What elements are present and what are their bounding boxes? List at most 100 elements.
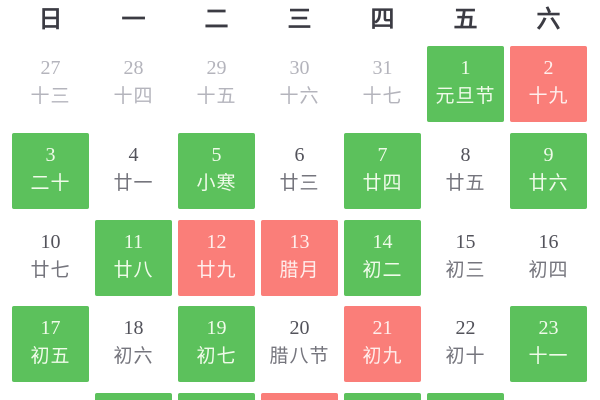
date-number: 9	[543, 143, 554, 166]
day-cell-22[interactable]: 22 初十	[427, 306, 504, 382]
weekday-header-3: 三	[287, 7, 312, 33]
day-cell-5[interactable]: 5 小寒	[178, 132, 255, 209]
day-cell-13[interactable]: 13 腊月	[261, 219, 338, 296]
day-cell-19[interactable]: 19 初七	[178, 306, 255, 383]
date-number: 23	[538, 317, 559, 340]
day-cell-w4d4[interactable]	[344, 393, 421, 400]
date-number: 21	[372, 317, 393, 340]
lunar-label: 初二	[362, 259, 403, 281]
day-cell-29[interactable]: 29 十五	[178, 46, 255, 122]
lunar-label: 初三	[445, 259, 486, 281]
lunar-label: 廿三	[279, 172, 320, 194]
day-cell-w4d5[interactable]	[427, 393, 504, 400]
weekday-header-row: 日一二三四五六	[12, 1, 593, 39]
date-number: 5	[211, 143, 222, 166]
lunar-label: 廿八	[113, 259, 154, 281]
day-cell-18[interactable]: 18 初六	[95, 306, 172, 382]
date-number: 3	[45, 143, 56, 166]
date-number: 6	[294, 143, 305, 166]
day-cell-16[interactable]: 16 初四	[510, 220, 587, 296]
date-number: 14	[372, 230, 393, 253]
day-cell-4[interactable]: 4 廿一	[95, 133, 172, 209]
lunar-label: 廿四	[362, 172, 403, 194]
date-number: 12	[206, 230, 227, 253]
date-number: 10	[40, 230, 61, 253]
day-cell-w4d2[interactable]	[178, 393, 255, 400]
day-cell-14[interactable]: 14 初二	[344, 219, 421, 296]
weekday-header-5: 五	[453, 7, 478, 33]
date-number: 15	[455, 230, 476, 253]
weekday-header-1: 一	[121, 7, 146, 33]
lunar-label: 十六	[279, 86, 320, 107]
lunar-label: 十三	[30, 86, 71, 107]
lunar-label: 廿五	[445, 172, 486, 194]
day-cell-7[interactable]: 7 廿四	[344, 132, 421, 209]
day-cell-10[interactable]: 10 廿七	[12, 220, 89, 296]
weekday-header-2: 二	[204, 7, 229, 33]
lunar-label: 初七	[196, 346, 237, 368]
date-number: 16	[538, 230, 559, 253]
lunar-label: 腊八节	[269, 346, 330, 368]
lunar-label: 十九	[528, 86, 569, 107]
day-cell-w4d6	[510, 393, 587, 400]
lunar-label: 初四	[528, 259, 569, 281]
date-number: 11	[123, 230, 144, 253]
lunar-label: 初五	[30, 346, 71, 368]
date-number: 8	[460, 143, 471, 166]
lunar-label: 初九	[362, 346, 403, 368]
weekday-header-4: 四	[370, 7, 395, 33]
lunar-label: 廿七	[30, 259, 71, 281]
day-cell-12[interactable]: 12 廿九	[178, 219, 255, 296]
lunar-label: 廿九	[196, 259, 237, 281]
day-cell-8[interactable]: 8 廿五	[427, 133, 504, 209]
day-cell-23[interactable]: 23 十一	[510, 306, 587, 383]
lunar-label: 初六	[113, 346, 154, 368]
lunar-label: 腊月	[279, 259, 320, 281]
date-number: 27	[40, 57, 61, 79]
date-number: 30	[289, 57, 310, 79]
date-number: 2	[543, 57, 554, 79]
day-cell-w4d3[interactable]	[261, 393, 338, 400]
day-cell-3[interactable]: 3 二十	[12, 132, 89, 209]
lunar-label: 元旦节	[435, 86, 496, 107]
lunar-label: 廿六	[528, 172, 569, 194]
lunar-label: 廿一	[113, 172, 154, 194]
lunar-label: 十一	[528, 346, 569, 368]
day-cell-31[interactable]: 31 十七	[344, 46, 421, 122]
day-cell-20[interactable]: 20 腊八节	[261, 306, 338, 382]
lunar-label: 十七	[362, 86, 403, 107]
day-cell-2[interactable]: 2 十九	[510, 46, 587, 122]
day-cell-6[interactable]: 6 廿三	[261, 133, 338, 209]
date-number: 13	[289, 230, 310, 253]
lunar-label: 二十	[30, 172, 71, 194]
day-cell-21[interactable]: 21 初九	[344, 306, 421, 383]
date-number: 4	[128, 143, 139, 166]
day-cell-w4d0	[12, 393, 89, 400]
date-number: 17	[40, 317, 61, 340]
date-number: 22	[455, 317, 476, 340]
day-cell-17[interactable]: 17 初五	[12, 306, 89, 383]
lunar-label: 小寒	[196, 172, 237, 194]
date-number: 7	[377, 143, 388, 166]
date-number: 31	[372, 57, 393, 79]
day-cell-9[interactable]: 9 廿六	[510, 132, 587, 209]
date-number: 1	[460, 57, 471, 79]
date-grid: 27 十三 28 十四 29 十五 30 十六 31 十七 1 元旦节 2 十九 3 二十 4 廿一 5 小寒 6 廿三 7…	[12, 46, 587, 400]
weekday-header-0: 日	[38, 7, 63, 33]
date-number: 19	[206, 317, 227, 340]
day-cell-11[interactable]: 11 廿八	[95, 219, 172, 296]
day-cell-15[interactable]: 15 初三	[427, 220, 504, 296]
date-number: 28	[123, 57, 144, 79]
day-cell-1[interactable]: 1 元旦节	[427, 46, 504, 122]
lunar-label: 十五	[196, 86, 237, 107]
day-cell-27[interactable]: 27 十三	[12, 46, 89, 122]
day-cell-w4d1[interactable]	[95, 393, 172, 400]
weekday-header-6: 六	[536, 7, 561, 33]
lunar-label: 十四	[113, 86, 154, 107]
day-cell-30[interactable]: 30 十六	[261, 46, 338, 122]
date-number: 18	[123, 317, 144, 340]
date-number: 20	[289, 317, 310, 340]
day-cell-28[interactable]: 28 十四	[95, 46, 172, 122]
date-number: 29	[206, 57, 227, 79]
